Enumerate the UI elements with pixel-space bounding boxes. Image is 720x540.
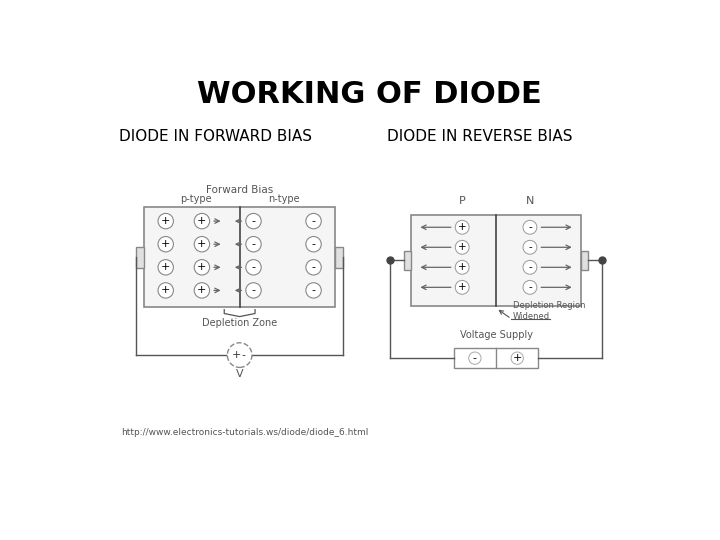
Text: +: + [161, 239, 171, 249]
Text: +: + [458, 262, 467, 272]
Circle shape [523, 280, 537, 294]
Text: -: - [241, 350, 246, 360]
Text: -: - [251, 216, 256, 226]
Circle shape [246, 260, 261, 275]
Text: -: - [312, 262, 315, 272]
Text: -: - [528, 242, 532, 252]
Circle shape [523, 220, 537, 234]
Circle shape [246, 213, 261, 229]
Text: +: + [161, 286, 171, 295]
Circle shape [228, 343, 252, 367]
Circle shape [194, 213, 210, 229]
Text: DIODE IN REVERSE BIAS: DIODE IN REVERSE BIAS [387, 129, 572, 144]
Circle shape [158, 260, 174, 275]
Circle shape [194, 283, 210, 298]
Text: +: + [161, 216, 171, 226]
Bar [335, 247, 343, 268]
Text: +: + [458, 242, 467, 252]
Circle shape [469, 352, 481, 365]
Circle shape [455, 280, 469, 294]
Text: http://www.electronics-tutorials.ws/diode/diode_6.html: http://www.electronics-tutorials.ws/diod… [121, 428, 369, 437]
Circle shape [306, 260, 321, 275]
Text: -: - [528, 282, 532, 292]
Circle shape [511, 352, 523, 365]
Circle shape [523, 260, 537, 274]
Text: -: - [251, 239, 256, 249]
Text: +: + [197, 239, 207, 249]
Text: +: + [513, 353, 522, 363]
Bar [454, 348, 539, 368]
Circle shape [158, 213, 174, 229]
Circle shape [306, 213, 321, 229]
Bar [581, 251, 588, 269]
Bar [144, 207, 335, 307]
Text: WORKING OF DIODE: WORKING OF DIODE [197, 79, 541, 109]
Circle shape [455, 260, 469, 274]
Circle shape [158, 237, 174, 252]
Text: -: - [528, 262, 532, 272]
Circle shape [306, 237, 321, 252]
Bar [137, 247, 144, 268]
Text: +: + [197, 216, 207, 226]
Text: V: V [236, 369, 243, 379]
Text: -: - [312, 286, 315, 295]
Text: DIODE IN FORWARD BIAS: DIODE IN FORWARD BIAS [119, 129, 312, 144]
Circle shape [523, 240, 537, 254]
Circle shape [194, 260, 210, 275]
Text: Depletion Zone: Depletion Zone [202, 318, 277, 328]
Circle shape [158, 283, 174, 298]
Text: Depletion Region
Widened: Depletion Region Widened [513, 301, 585, 321]
Text: Forward Bias: Forward Bias [206, 185, 274, 195]
Text: -: - [251, 262, 256, 272]
Text: N: N [526, 196, 534, 206]
Text: +: + [197, 286, 207, 295]
Text: Voltage Supply: Voltage Supply [459, 330, 533, 340]
Text: -: - [528, 222, 532, 232]
Circle shape [246, 237, 261, 252]
Circle shape [455, 240, 469, 254]
Text: +: + [197, 262, 207, 272]
Text: -: - [312, 216, 315, 226]
Bar [404, 251, 411, 269]
Text: +: + [458, 222, 467, 232]
Text: n-type: n-type [268, 194, 300, 204]
Circle shape [246, 283, 261, 298]
Text: +: + [161, 262, 171, 272]
Text: p-type: p-type [180, 194, 212, 204]
Circle shape [194, 237, 210, 252]
Text: +: + [232, 350, 241, 360]
Circle shape [306, 283, 321, 298]
Text: -: - [312, 239, 315, 249]
Text: -: - [251, 286, 256, 295]
Text: P: P [459, 196, 466, 206]
Bar [411, 215, 581, 306]
Circle shape [455, 220, 469, 234]
Text: -: - [473, 353, 477, 363]
Text: +: + [458, 282, 467, 292]
